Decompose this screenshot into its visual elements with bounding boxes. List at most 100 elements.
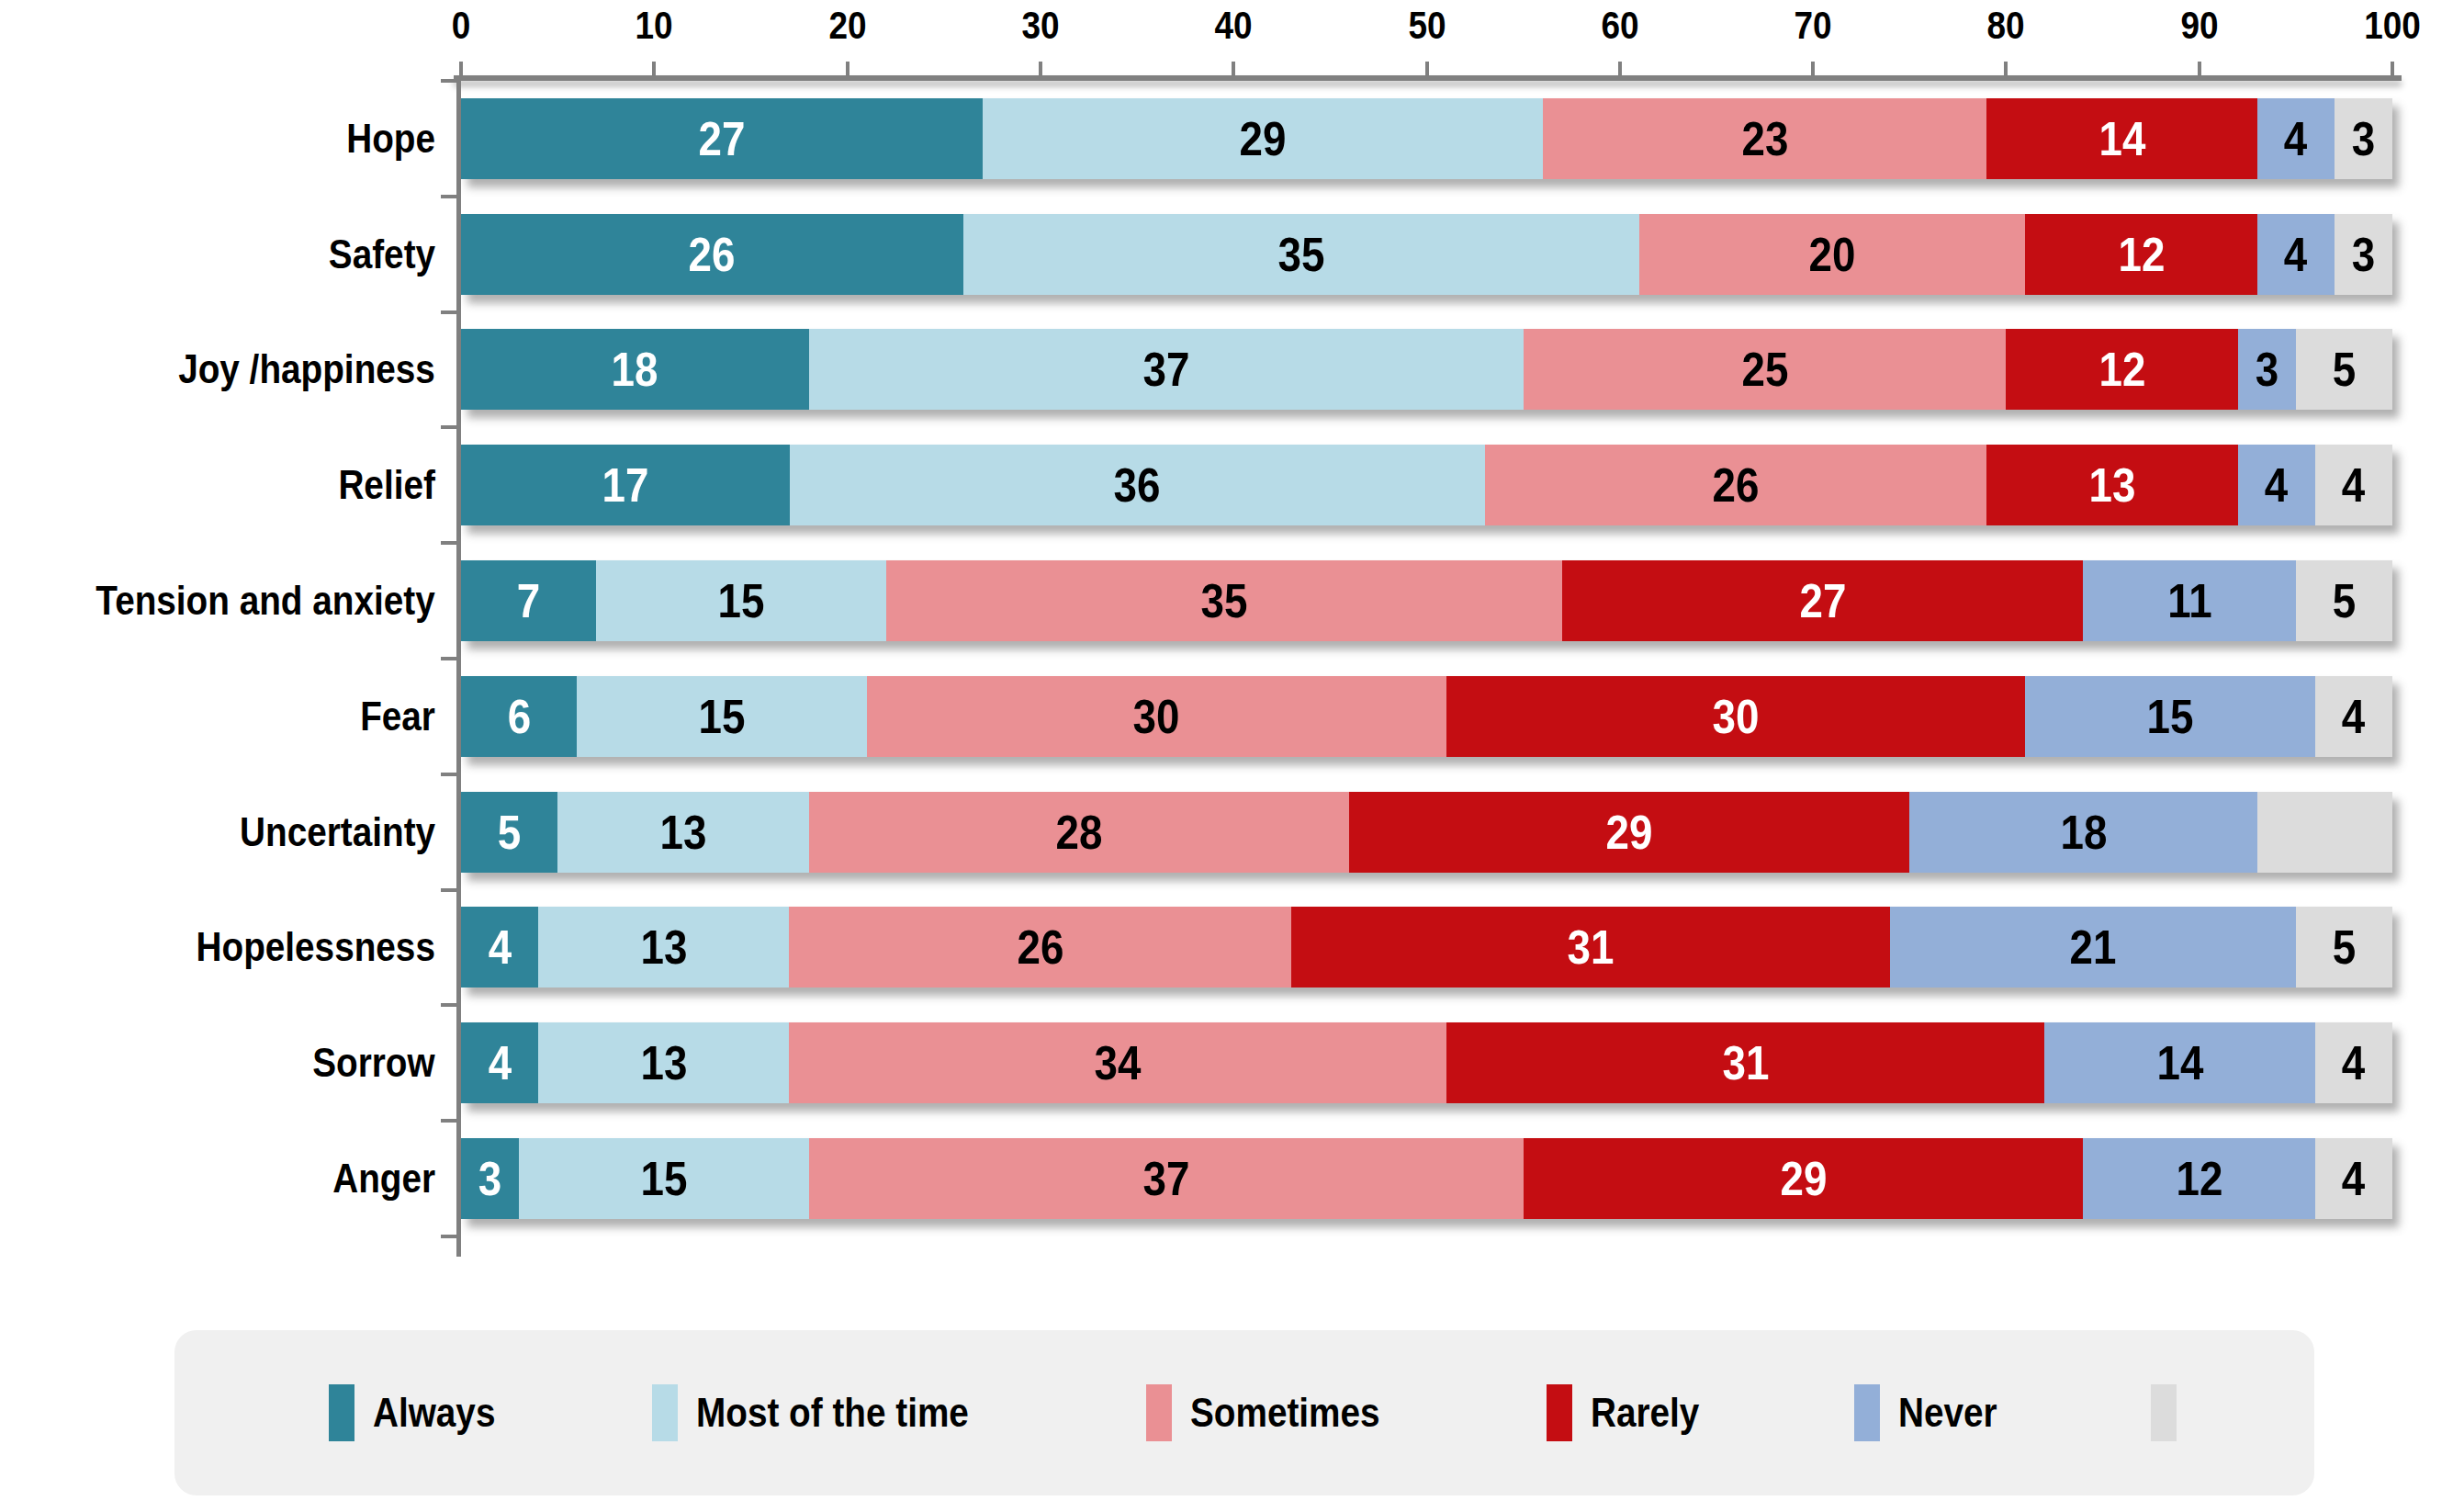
bar-segment-always: 6 xyxy=(461,676,577,757)
bar-value-label: 14 xyxy=(2156,1039,2203,1087)
bar-value-label: 5 xyxy=(2333,923,2356,971)
bar-segment-unlabeled: 5 xyxy=(2296,907,2392,988)
bar-segment-most-of-the-time: 36 xyxy=(790,445,1485,525)
stacked-bar: 4132631215 xyxy=(461,907,2392,988)
category-label-text: Safety xyxy=(329,231,435,277)
bar-value-label: 15 xyxy=(640,1155,687,1202)
legend-swatch xyxy=(329,1384,354,1441)
bar-value-label: 15 xyxy=(698,693,745,740)
bar-value-label: 3 xyxy=(2352,231,2375,278)
legend-label: Always xyxy=(373,1390,495,1436)
bar-value-label: 12 xyxy=(2118,231,2165,278)
stacked-bar: 1837251235 xyxy=(461,329,2392,410)
category-label: Tension and anxiety xyxy=(0,578,461,624)
bar-value-label: 37 xyxy=(1142,1155,1189,1202)
bar-value-label: 18 xyxy=(612,345,658,393)
stacked-bar: 6 15 3030 15 4 xyxy=(461,676,2392,757)
category-label: Relief xyxy=(0,462,461,508)
x-axis-tick xyxy=(459,62,463,75)
category-label: Hope xyxy=(0,116,461,162)
x-axis-tick xyxy=(1811,62,1815,75)
legend-label: Most of the time xyxy=(696,1390,969,1436)
bar-row: Tension and anxiety7153527115 xyxy=(0,543,2392,659)
bar-value-label: 13 xyxy=(640,1039,687,1087)
legend-swatch xyxy=(652,1384,678,1441)
legend-item-rarely: Rarely xyxy=(1547,1384,1715,1441)
bar-segment-unlabeled xyxy=(2257,792,2392,873)
bar-segment-rarely: 31 xyxy=(1291,907,1890,988)
bar-segment-never: 4 xyxy=(2257,98,2335,179)
x-axis-tick xyxy=(1425,62,1429,75)
legend-item-never: Never xyxy=(1854,1384,2010,1441)
bar-segment-never: 14 xyxy=(2044,1022,2314,1103)
bar-segment-rarely: 29 xyxy=(1524,1138,2084,1219)
bar-value-label: 26 xyxy=(689,231,736,278)
bar-value-label: 27 xyxy=(1799,577,1846,625)
category-label-text: Fear xyxy=(360,694,435,739)
bar-segment-always: 4 xyxy=(461,907,538,988)
bar-segment-most-of-the-time: 13 xyxy=(538,1022,789,1103)
bar-value-label: 29 xyxy=(1606,808,1653,856)
category-label-text: Anger xyxy=(332,1156,435,1202)
category-label-text: Hope xyxy=(346,116,435,162)
x-axis-tick-label: 10 xyxy=(636,4,673,48)
bar-value-label: 4 xyxy=(2342,1039,2365,1087)
bar-segment-rarely: 30 xyxy=(1446,676,2026,757)
bar-segment-sometimes: 26 xyxy=(1485,445,1987,525)
category-label: Joy /happiness xyxy=(0,346,461,392)
bar-segment-sometimes: 34 xyxy=(789,1022,1446,1103)
stacked-bar-chart: 0102030405060708090100 Hope2729231443Saf… xyxy=(0,0,2464,1501)
category-label: Safety xyxy=(0,231,461,277)
bar-segment-rarely: 13 xyxy=(1986,445,2237,525)
bar-segment-unlabeled: 5 xyxy=(2296,329,2392,410)
stacked-bar: 2635201243 xyxy=(461,214,2392,295)
bar-value-label: 4 xyxy=(2342,693,2365,740)
bar-segment-unlabeled: 5 xyxy=(2296,560,2392,641)
category-label: Uncertainty xyxy=(0,809,461,855)
bar-row: Joy /happiness1837251235 xyxy=(0,312,2392,428)
legend-swatch xyxy=(2151,1384,2177,1441)
bar-segment-sometimes: 26 xyxy=(789,907,1291,988)
x-axis: 0102030405060708090100 xyxy=(461,0,2392,81)
bar-segment-rarely: 12 xyxy=(2006,329,2237,410)
bar-segment-never: 15 xyxy=(2025,676,2314,757)
x-axis-tick-label: 20 xyxy=(828,4,866,48)
stacked-bar: 513282918 xyxy=(461,792,2392,873)
bar-segment-sometimes: 23 xyxy=(1543,98,1987,179)
bar-value-label: 34 xyxy=(1095,1039,1142,1087)
bar-value-label: 12 xyxy=(2098,345,2145,393)
category-label-text: Sorrow xyxy=(313,1040,435,1086)
bar-segment-always: 17 xyxy=(461,445,790,525)
bar-segment-always: 18 xyxy=(461,329,809,410)
legend-item-always: Always xyxy=(329,1384,512,1441)
x-axis-tick-label: 90 xyxy=(2180,4,2218,48)
bar-value-label: 4 xyxy=(2284,231,2307,278)
bar-row: Fear 6 15 3030 15 4 xyxy=(0,659,2392,774)
bar-segment-unlabeled: 4 xyxy=(2315,1138,2392,1219)
bar-segment-never: 11 xyxy=(2083,560,2295,641)
bar-rows: Hope2729231443Safety2635201243Joy /happi… xyxy=(0,81,2392,1236)
bar-segment-never: 4 xyxy=(2257,214,2335,295)
bar-value-label: 3 xyxy=(478,1155,501,1202)
bar-segment-never: 18 xyxy=(1909,792,2257,873)
bar-segment-most-of-the-time: 13 xyxy=(538,907,789,988)
bar-segment-rarely: 12 xyxy=(2025,214,2256,295)
bar-value-label: 35 xyxy=(1200,577,1247,625)
bar-value-label: 37 xyxy=(1142,345,1189,393)
bar-value-label: 15 xyxy=(2147,693,2194,740)
bar-segment-unlabeled: 4 xyxy=(2315,1022,2392,1103)
legend-item-most-of-the-time: Most of the time xyxy=(652,1384,1006,1441)
legend-item-unlabeled xyxy=(2151,1384,2177,1441)
bar-value-label: 5 xyxy=(498,808,521,856)
bar-row: Hope2729231443 xyxy=(0,81,2392,197)
bar-segment-sometimes: 30 xyxy=(867,676,1446,757)
bar-value-label: 4 xyxy=(2284,115,2307,163)
bar-value-label: 20 xyxy=(1809,231,1856,278)
bar-value-label: 27 xyxy=(698,115,745,163)
bar-segment-always: 5 xyxy=(461,792,557,873)
bar-segment-never: 4 xyxy=(2238,445,2315,525)
bar-value-label: 29 xyxy=(1780,1155,1827,1202)
stacked-bar: 7153527115 xyxy=(461,560,2392,641)
bar-row: Anger3153729124 xyxy=(0,1121,2392,1236)
legend-label: Rarely xyxy=(1591,1390,1699,1436)
